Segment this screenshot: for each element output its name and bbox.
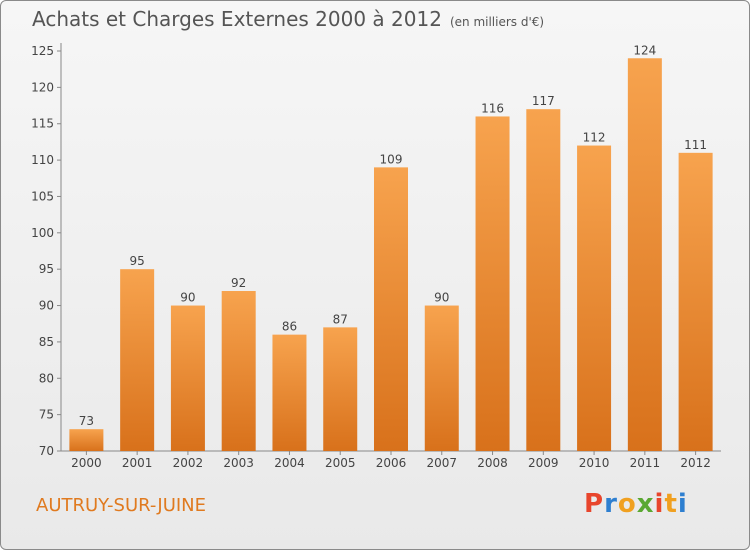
- logo-letter: t: [664, 489, 678, 519]
- title-text: Achats et Charges Externes 2000 à 2012: [32, 7, 442, 31]
- bar-value-label: 73: [79, 414, 94, 428]
- x-tick-label: 2011: [630, 456, 661, 470]
- x-tick-label: 2007: [426, 456, 457, 470]
- bar-value-label: 112: [583, 131, 606, 145]
- bar-2008: [475, 116, 510, 452]
- bar-2007: [424, 305, 459, 451]
- y-tick-label: 90: [39, 299, 54, 313]
- bar-value-label: 90: [180, 291, 195, 305]
- commune-name: AUTRUY-SUR-JUINE: [36, 495, 207, 516]
- x-tick-label: 2009: [528, 456, 559, 470]
- bar-2002: [170, 305, 205, 451]
- bar-2010: [577, 145, 612, 451]
- y-tick-label: 120: [31, 80, 54, 94]
- bar-2012: [678, 152, 713, 451]
- x-tick-label: 2006: [376, 456, 407, 470]
- x-tick-label: 2010: [579, 456, 610, 470]
- bar-value-label: 116: [481, 101, 504, 115]
- title-unit: (en milliers d'€): [449, 15, 545, 29]
- x-tick-label: 2008: [477, 456, 508, 470]
- y-tick-label: 100: [31, 226, 54, 240]
- bar-value-label: 95: [130, 254, 145, 268]
- y-tick-label: 115: [31, 117, 54, 131]
- bar-2004: [272, 334, 307, 451]
- bar-2011: [627, 58, 662, 451]
- bar-value-label: 90: [434, 291, 449, 305]
- y-tick-label: 70: [39, 444, 54, 458]
- x-tick-label: 2003: [223, 456, 254, 470]
- bar-value-label: 111: [684, 138, 707, 152]
- bar-2001: [120, 269, 155, 451]
- bar-2000: [69, 429, 104, 451]
- y-tick-label: 95: [39, 262, 54, 276]
- logo-letter: x: [636, 489, 655, 519]
- proxiti-logo[interactable]: Proxiti: [584, 489, 688, 519]
- y-tick-label: 75: [39, 408, 54, 422]
- bar-value-label: 86: [282, 320, 297, 334]
- bar-value-label: 87: [333, 312, 348, 326]
- x-tick-label: 2002: [173, 456, 204, 470]
- x-tick-label: 2012: [680, 456, 711, 470]
- logo-letter: i: [677, 489, 688, 519]
- x-tick-label: 2000: [71, 456, 102, 470]
- y-tick-label: 105: [31, 189, 54, 203]
- y-tick-label: 85: [39, 335, 54, 349]
- bar-2006: [374, 167, 408, 451]
- logo-letter: o: [617, 489, 637, 519]
- x-tick-label: 2004: [274, 456, 305, 470]
- bar-value-label: 117: [532, 94, 555, 108]
- bar-2009: [526, 109, 561, 451]
- y-tick-label: 80: [39, 371, 54, 385]
- logo-letter: r: [604, 489, 618, 519]
- y-tick-label: 125: [31, 44, 54, 58]
- bar-2003: [221, 291, 256, 451]
- x-tick-label: 2005: [325, 456, 356, 470]
- x-tick-label: 2001: [122, 456, 153, 470]
- chart-title: Achats et Charges Externes 2000 à 2012 (e…: [32, 7, 544, 31]
- bar-value-label: 124: [633, 43, 656, 57]
- bar-2005: [323, 327, 358, 451]
- bar-value-label: 109: [380, 152, 403, 166]
- logo-letter: P: [584, 489, 605, 519]
- y-tick-label: 110: [31, 153, 54, 167]
- logo-letter: i: [654, 489, 665, 519]
- bar-value-label: 92: [231, 276, 246, 290]
